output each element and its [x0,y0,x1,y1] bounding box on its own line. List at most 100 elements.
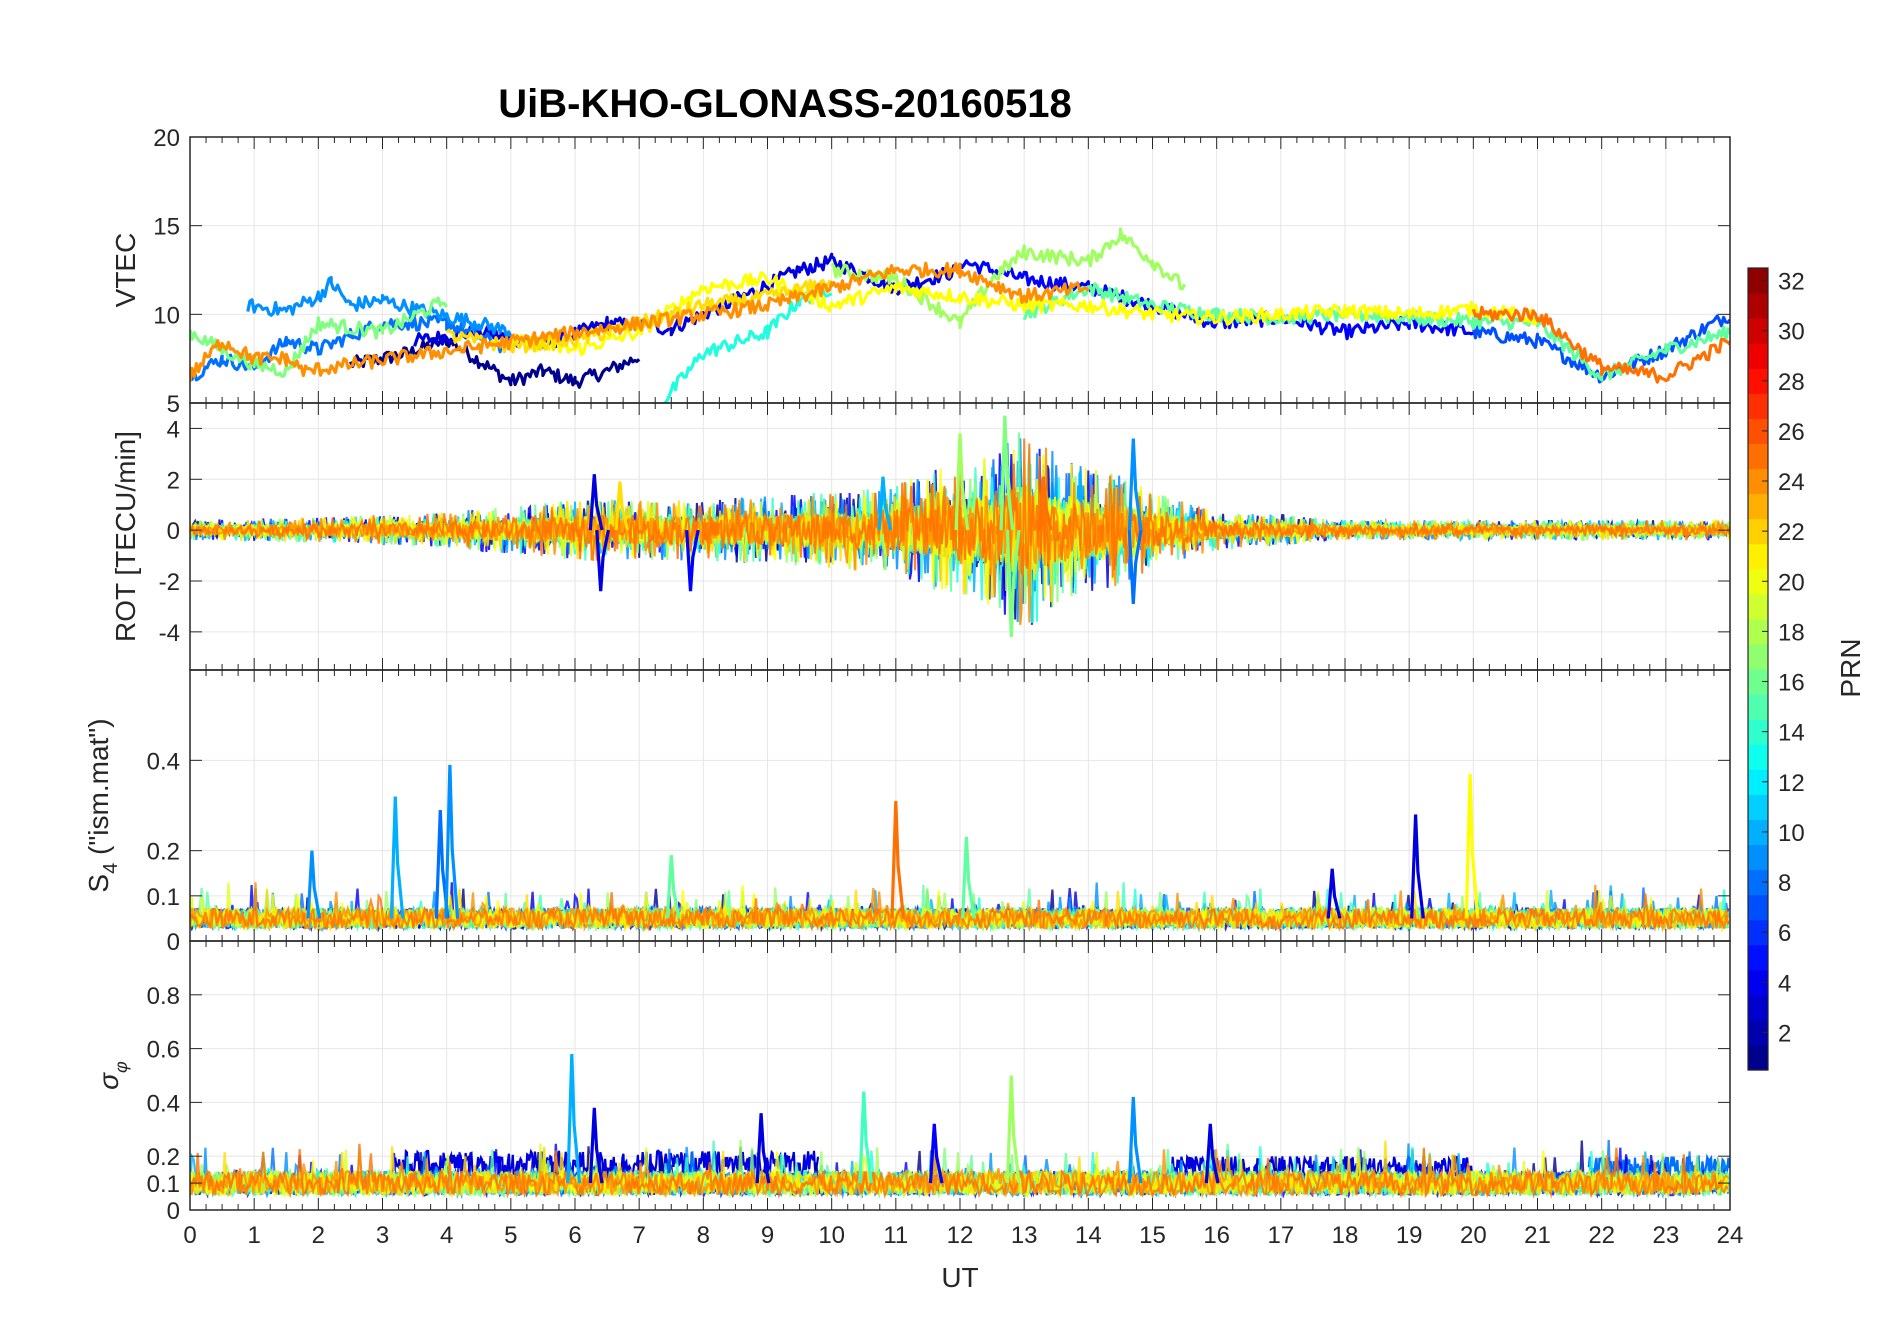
colorbar-swatch [1748,493,1768,520]
colorbar-tick-label: 22 [1778,519,1805,546]
spike-5 [1005,1075,1021,1184]
y-tick-label: 0.8 [147,983,180,1010]
y-tick-label: 0 [167,518,180,545]
colorbar-tick-label: 30 [1778,319,1805,346]
colorbar-tick-label: 28 [1778,369,1805,396]
y-tick-label: 0.1 [147,884,180,911]
x-tick-label: 3 [376,1222,389,1249]
spike-10 [1127,529,1143,604]
spike-1 [389,796,405,919]
colorbar-swatch [1748,894,1768,921]
colorbar-swatch [1748,643,1768,670]
colorbar-tick-label: 2 [1778,1020,1791,1047]
spike-3 [685,529,700,592]
spike-5 [954,433,970,531]
colorbar-swatch [1748,919,1768,946]
series-line-prn-9 [246,275,513,339]
spike-0 [306,850,322,919]
series-line-prn-24 [1471,305,1730,384]
y-axis-label: σφ [93,1061,131,1090]
colorbar-tick-label: 8 [1778,870,1791,897]
x-tick-label: 8 [697,1222,710,1249]
colorbar-tick-label: 32 [1778,269,1805,296]
colorbar-tick-label: 20 [1778,569,1805,596]
spike-1 [588,1107,604,1184]
colorbar-swatch [1748,518,1768,545]
x-tick-label: 9 [761,1222,774,1249]
colorbar-swatch [1748,944,1768,971]
colorbar-swatch [1748,869,1768,896]
series-line-prn-17 [830,227,1187,330]
x-tick-label: 17 [1267,1222,1294,1249]
colorbar-swatch [1748,669,1768,695]
plot-area [190,227,1730,403]
y-axis-label: VTEC [110,233,141,308]
colorbar-tick-label: 18 [1778,619,1805,646]
series-line-prn-20 [509,271,1540,356]
spike-2 [755,1113,771,1184]
spike-7 [1326,868,1342,919]
spike-1 [595,529,610,592]
colorbar-label: PRN [1835,638,1866,697]
colorbar-tick-label: 24 [1778,469,1805,496]
colorbar-tick-label: 12 [1778,770,1805,797]
colorbar-swatch [1748,618,1768,645]
y-tick-label: 10 [153,302,180,329]
x-tick-label: 10 [818,1222,845,1249]
spike-6 [961,837,976,919]
y-tick-label: 15 [153,214,180,241]
colorbar-tick-label: 6 [1778,920,1791,947]
plot-area [190,764,1730,933]
x-tick-label: 24 [1717,1222,1744,1249]
x-tick-label: 5 [504,1222,517,1249]
colorbar-tick-label: 16 [1778,670,1805,697]
chart-title: UiB-KHO-GLONASS-20160518 [498,82,1072,126]
plot-area [190,415,1730,637]
x-tick-label: 23 [1652,1222,1679,1249]
x-tick-label: 16 [1203,1222,1230,1249]
y-tick-label: 0 [167,1198,180,1225]
x-tick-label: 20 [1460,1222,1487,1249]
colorbar-tick-label: 14 [1778,720,1805,747]
y-tick-label: 0.4 [147,748,180,775]
spike-2 [614,481,630,531]
y-tick-label: 20 [153,125,180,152]
x-tick-label: 18 [1332,1222,1359,1249]
spike-7 [1005,529,1021,637]
colorbar-swatch [1748,694,1768,720]
colorbar-swatch [1748,769,1768,795]
colorbar-swatch [1748,994,1768,1021]
colorbar-swatch [1748,744,1768,770]
colorbar-swatch [1748,418,1768,445]
colorbar-frame [1747,267,1769,1071]
y-tick-label: -4 [159,620,180,647]
spike-0 [566,1053,582,1184]
colorbar-swatch [1748,1044,1768,1071]
x-tick-label: 4 [440,1222,453,1249]
colorbar-swatch [1748,568,1768,595]
y-tick-label: 0.2 [147,1144,180,1171]
colorbar-swatch [1748,343,1768,369]
spike-7 [1204,1123,1220,1184]
colorbar-swatch [1748,1019,1768,1046]
spike-9 [1127,438,1143,531]
y-axis-label: ROT [TECU/min] [110,431,141,642]
x-tick-label: 21 [1524,1222,1551,1249]
spike-0 [588,474,604,531]
colorbar-swatch [1748,543,1768,570]
y-tick-label: 2 [167,467,180,494]
spike-6 [1127,1096,1143,1184]
panel-VTEC: 5 10 15 20 VTEC [110,125,1731,418]
x-tick-label: 6 [568,1222,581,1249]
y-tick-label: -2 [159,569,180,596]
colorbar-tick-label: 10 [1778,820,1805,847]
spike-8 [1410,814,1425,919]
x-tick-label: 15 [1139,1222,1166,1249]
plot-area [190,1053,1730,1200]
colorbar-swatch [1748,393,1768,419]
spike-8 [1038,476,1053,531]
colorbar-tick-label: 26 [1778,419,1805,446]
